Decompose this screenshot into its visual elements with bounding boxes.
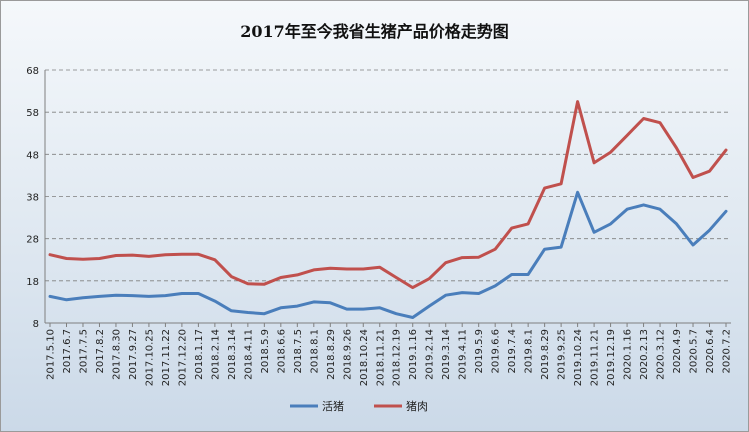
x-tick-label: 2020.7.2 xyxy=(722,329,733,374)
y-tick-label: 48 xyxy=(26,150,39,161)
y-tick-label: 18 xyxy=(26,277,39,288)
x-tick-label: 2019.5.9 xyxy=(474,329,485,374)
x-tick-label: 2017.5.10 xyxy=(46,329,57,380)
series-line-1 xyxy=(48,190,728,319)
legend: 活猪 猪肉 xyxy=(290,400,428,413)
x-tick-label: 2017.8.30 xyxy=(111,329,122,380)
x-tick-label: 2017.9.27 xyxy=(128,329,139,380)
x-tick-label: 2018.5.9 xyxy=(260,329,271,374)
x-tick-label: 2017.10.25 xyxy=(144,329,155,386)
x-tick-label: 2018.2.14 xyxy=(210,329,221,380)
x-tick-label: 2018.11.21 xyxy=(375,329,386,386)
series-lines xyxy=(48,100,728,319)
x-tick-label: 2017.7.5 xyxy=(78,329,89,374)
y-tick-label: 68 xyxy=(26,66,39,77)
legend-label-1: 活猪 xyxy=(322,400,344,413)
x-tick-label: 2019.4.11 xyxy=(458,329,469,380)
x-tick-label: 2020.3.12 xyxy=(656,329,667,380)
x-tick-label: 2018.8.1 xyxy=(309,329,320,374)
x-tick-label: 2019.2.14 xyxy=(425,329,436,380)
x-tick-label: 2017.8.2 xyxy=(95,329,106,374)
x-tick-label: 2018.12.19 xyxy=(392,329,403,386)
x-tick-label: 2019.8.1 xyxy=(524,329,535,374)
x-tick-label: 2019.8.29 xyxy=(540,329,551,380)
x-tick-label: 2020.1.16 xyxy=(623,329,634,380)
x-tick-label: 2018.10.24 xyxy=(359,329,370,386)
x-tick-label: 2018.3.14 xyxy=(227,329,238,380)
x-tick-label: 2018.6.6 xyxy=(276,329,287,374)
y-tick-label: 38 xyxy=(26,193,39,204)
x-tick-label: 2019.3.14 xyxy=(441,329,452,380)
y-tick-label: 28 xyxy=(26,235,39,246)
x-tick-label: 2018.1.17 xyxy=(194,329,205,380)
x-tick-label: 2020.4.9 xyxy=(672,329,683,374)
grid-lines xyxy=(45,69,731,324)
x-tick-label: 2019.7.4 xyxy=(507,329,518,374)
x-tick-label: 2018.8.29 xyxy=(326,329,337,380)
x-tick-label: 2020.2.13 xyxy=(639,329,650,380)
x-tick-label: 2019.1.16 xyxy=(408,329,419,380)
x-tick-label: 2018.9.26 xyxy=(342,329,353,380)
y-tick-label: 8 xyxy=(33,319,39,330)
x-tick-label: 2020.6.4 xyxy=(705,329,716,374)
x-tick-label: 2019.6.6 xyxy=(491,329,502,374)
y-tick-label: 58 xyxy=(26,108,39,119)
x-tick-label: 2018.4.11 xyxy=(243,329,254,380)
x-tick-label: 2019.11.21 xyxy=(590,329,601,386)
x-tick-labels: 2017.5.10 2017.6.7 2017.7.5 2017.8.2 2017.8.… xyxy=(46,329,733,386)
x-tick-label: 2019.9.25 xyxy=(557,329,568,380)
x-tick-label: 2018.7.5 xyxy=(293,329,304,374)
x-tick-label: 2017.11.22 xyxy=(161,329,172,386)
x-tick-label: 2019.10.24 xyxy=(573,329,584,386)
series-line-2 xyxy=(48,100,728,290)
axes xyxy=(44,70,731,327)
x-tick-label: 2020.5.7 xyxy=(689,329,700,374)
legend-label-2: 猪肉 xyxy=(406,400,428,413)
x-tick-label: 2017.6.7 xyxy=(62,329,73,374)
y-tick-labels: 8 18 28 38 48 58 68 xyxy=(26,66,39,330)
x-tick-label: 2019.12.19 xyxy=(606,329,617,386)
chart-title: 2017年至今我省生猪产品价格走势图 xyxy=(240,22,509,41)
x-tick-label: 2017.12.20 xyxy=(177,329,188,386)
